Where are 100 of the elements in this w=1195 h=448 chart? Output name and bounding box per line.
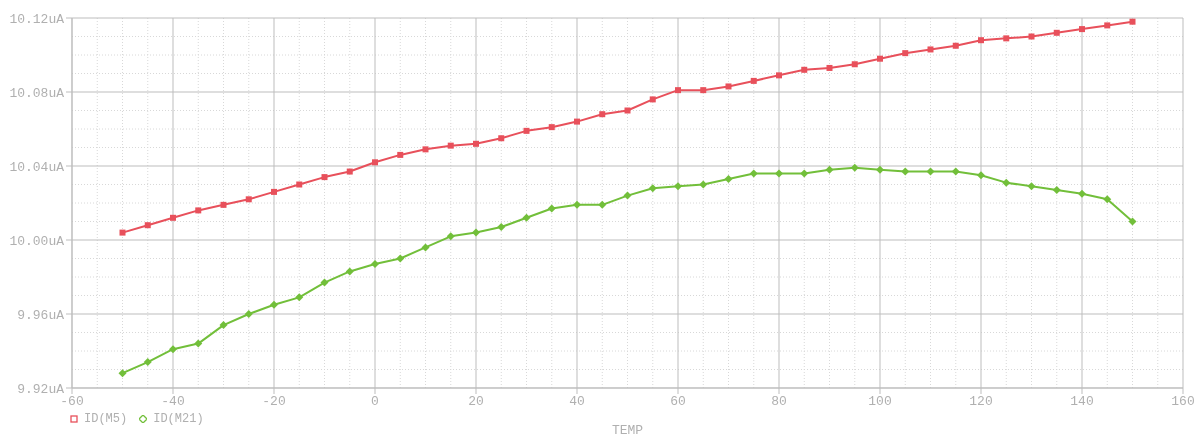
point xyxy=(522,213,531,222)
y-tick-label: 9.92uA xyxy=(17,381,65,397)
point xyxy=(700,87,707,94)
x-tick-label: -20 xyxy=(262,394,286,410)
point xyxy=(826,64,833,71)
point xyxy=(497,223,506,232)
point xyxy=(624,107,631,114)
point xyxy=(801,66,808,73)
point xyxy=(952,42,959,49)
point xyxy=(1078,189,1086,198)
point xyxy=(1079,26,1085,33)
point xyxy=(421,243,430,252)
point xyxy=(1003,35,1010,42)
point xyxy=(473,140,479,147)
y-tick-label: 10.12uA xyxy=(9,11,65,27)
x-tick-label: 60 xyxy=(670,394,686,410)
point xyxy=(724,174,733,183)
point xyxy=(674,182,682,191)
point xyxy=(573,200,581,209)
y-tick-label: 9.96uA xyxy=(17,307,65,323)
point xyxy=(346,168,353,175)
point xyxy=(776,72,782,79)
x-tick-label: 40 xyxy=(569,394,585,410)
point xyxy=(699,180,708,189)
point xyxy=(498,135,505,142)
legend-label: ID(M21) xyxy=(153,412,204,426)
point xyxy=(548,124,555,131)
point xyxy=(649,96,656,103)
point xyxy=(296,181,303,188)
point xyxy=(195,207,202,214)
point xyxy=(1129,18,1136,25)
x-tick-label: 80 xyxy=(771,394,787,410)
x-tick-label: 0 xyxy=(371,394,379,410)
point xyxy=(598,200,607,209)
x-tick-label: 100 xyxy=(868,394,892,410)
x-tick-label: -60 xyxy=(60,394,84,410)
point xyxy=(244,310,253,318)
point xyxy=(220,201,227,208)
point xyxy=(446,232,455,241)
point xyxy=(749,169,758,178)
point xyxy=(144,222,151,229)
point xyxy=(547,204,556,213)
point xyxy=(397,151,404,158)
point xyxy=(194,339,203,348)
point xyxy=(926,167,935,176)
y-tick-label: 10.04uA xyxy=(9,159,65,175)
point xyxy=(143,358,152,367)
point xyxy=(1104,22,1111,29)
point xyxy=(623,191,632,200)
point xyxy=(396,254,405,263)
point xyxy=(877,55,883,62)
point xyxy=(675,87,681,94)
point xyxy=(118,369,127,378)
point xyxy=(170,214,176,221)
point xyxy=(574,118,580,125)
point xyxy=(927,46,934,53)
point xyxy=(750,77,757,84)
point xyxy=(371,260,379,269)
y-tick-label: 10.08uA xyxy=(9,85,65,101)
point xyxy=(523,127,530,134)
x-tick-label: 20 xyxy=(468,394,484,410)
point xyxy=(850,163,859,172)
point xyxy=(1002,178,1011,187)
legend-label: ID(M5) xyxy=(84,412,128,426)
point xyxy=(472,228,480,237)
point xyxy=(648,184,657,193)
point xyxy=(599,111,606,118)
point xyxy=(271,188,277,195)
point xyxy=(951,167,960,176)
point xyxy=(295,293,304,302)
point xyxy=(320,278,329,287)
x-tick-label: -40 xyxy=(161,394,185,410)
point xyxy=(876,165,884,174)
x-tick-label: 120 xyxy=(969,394,993,410)
point xyxy=(219,321,228,330)
point xyxy=(775,169,783,178)
point xyxy=(422,146,429,153)
point xyxy=(1128,217,1137,226)
point xyxy=(1052,186,1061,195)
x-tick-label: 160 xyxy=(1171,394,1195,410)
point xyxy=(1103,195,1112,204)
point xyxy=(245,196,252,203)
point xyxy=(169,345,177,354)
point xyxy=(119,229,126,236)
point xyxy=(725,83,732,90)
point xyxy=(372,159,378,166)
point xyxy=(851,61,858,68)
point xyxy=(345,267,354,276)
point xyxy=(1053,29,1060,36)
y-tick-label: 10.00uA xyxy=(9,233,65,249)
point xyxy=(270,300,278,309)
point xyxy=(977,171,985,180)
point xyxy=(1027,182,1036,191)
x-tick-label: 140 xyxy=(1070,394,1094,410)
point xyxy=(800,169,809,178)
point xyxy=(321,174,328,181)
point xyxy=(1028,33,1035,40)
point xyxy=(825,165,834,174)
point xyxy=(978,37,984,44)
point xyxy=(902,50,909,57)
